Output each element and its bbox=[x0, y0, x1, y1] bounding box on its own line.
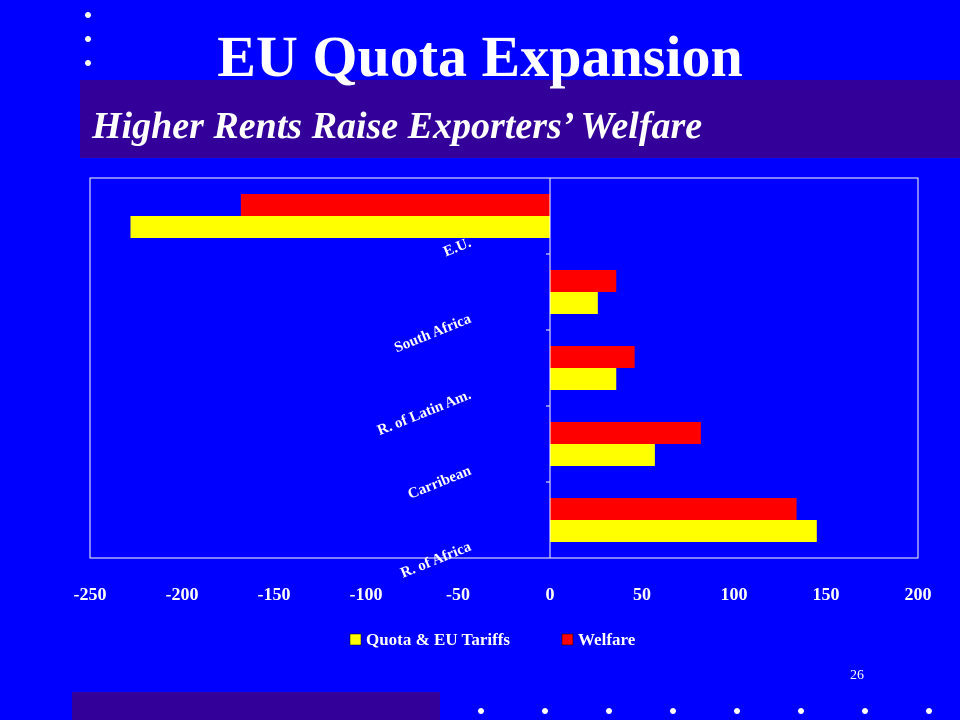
x-tick-label: -250 bbox=[74, 584, 107, 604]
subtitle-band bbox=[80, 80, 960, 158]
x-tick-label: 200 bbox=[905, 584, 932, 604]
bullet-dot bbox=[85, 36, 91, 42]
bullet-dot bbox=[85, 60, 91, 66]
bullet-dot bbox=[606, 708, 612, 714]
x-tick-label: 50 bbox=[633, 584, 651, 604]
bar-quota bbox=[130, 216, 551, 238]
slide-title: EU Quota Expansion bbox=[217, 24, 743, 89]
legend-label-welfare: Welfare bbox=[578, 630, 636, 649]
x-tick-label: -50 bbox=[446, 584, 470, 604]
bullet-dot bbox=[862, 708, 868, 714]
bullet-dot bbox=[926, 708, 932, 714]
x-tick-label: 150 bbox=[813, 584, 840, 604]
legend-swatch-quota bbox=[349, 633, 362, 646]
legend-label-quota: Quota & EU Tariffs bbox=[366, 630, 510, 649]
bar-welfare bbox=[550, 270, 617, 292]
bar-quota bbox=[550, 520, 817, 542]
x-tick-label: 100 bbox=[721, 584, 748, 604]
page-number: 26 bbox=[850, 668, 864, 683]
bullet-dot bbox=[798, 708, 804, 714]
bar-quota bbox=[550, 368, 617, 390]
bar-welfare bbox=[550, 498, 797, 520]
footer-band bbox=[72, 692, 440, 720]
bullet-dot bbox=[542, 708, 548, 714]
legend-swatch-welfare bbox=[561, 633, 574, 646]
x-tick-label: -200 bbox=[166, 584, 199, 604]
x-tick-label: -100 bbox=[350, 584, 383, 604]
bar-quota bbox=[550, 444, 655, 466]
bar-welfare bbox=[550, 346, 635, 368]
bullet-dot bbox=[734, 708, 740, 714]
plot-area bbox=[89, 177, 919, 559]
bar-welfare bbox=[550, 422, 701, 444]
bullet-dot bbox=[670, 708, 676, 714]
slide-subtitle: Higher Rents Raise Exporters’ Welfare bbox=[92, 105, 703, 147]
x-tick-label: 0 bbox=[546, 584, 555, 604]
bar-quota bbox=[550, 292, 598, 314]
bar-welfare bbox=[240, 194, 550, 216]
bullet-dot bbox=[85, 12, 91, 18]
x-tick-label: -150 bbox=[258, 584, 291, 604]
bullet-dot bbox=[478, 708, 484, 714]
